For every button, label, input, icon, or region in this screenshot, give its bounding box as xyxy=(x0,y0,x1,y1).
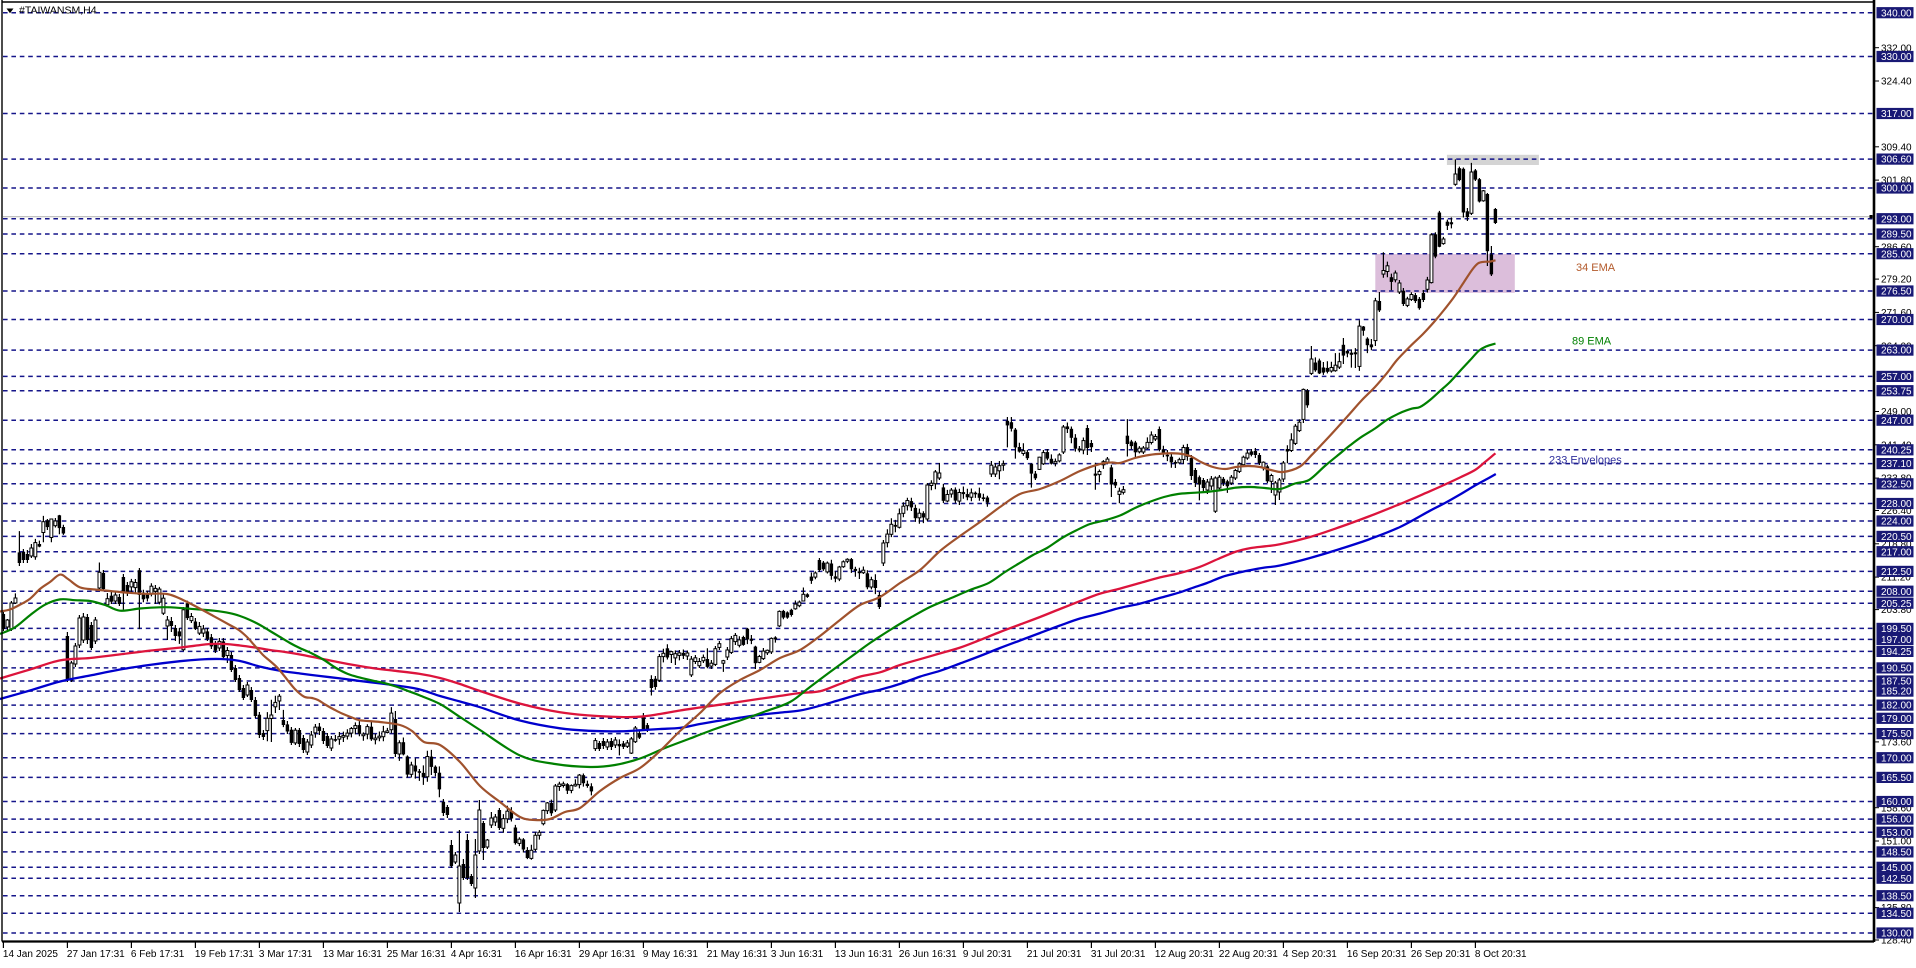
svg-text:4 Apr 16:31: 4 Apr 16:31 xyxy=(451,949,503,960)
svg-text:128.40: 128.40 xyxy=(1881,936,1912,947)
svg-text:26 Jun 16:31: 26 Jun 16:31 xyxy=(899,949,957,960)
svg-text:226.40: 226.40 xyxy=(1881,506,1912,517)
svg-text:309.40: 309.40 xyxy=(1881,142,1912,153)
svg-text:138.50: 138.50 xyxy=(1881,891,1912,902)
svg-text:31 Jul 20:31: 31 Jul 20:31 xyxy=(1091,949,1146,960)
svg-text:289.50: 289.50 xyxy=(1881,230,1912,241)
svg-text:145.00: 145.00 xyxy=(1881,863,1912,874)
svg-text:208.00: 208.00 xyxy=(1881,587,1912,598)
svg-text:317.00: 317.00 xyxy=(1881,109,1912,120)
svg-text:285.00: 285.00 xyxy=(1881,249,1912,260)
svg-text:237.10: 237.10 xyxy=(1881,459,1912,470)
svg-text:263.00: 263.00 xyxy=(1881,346,1912,357)
svg-text:279.20: 279.20 xyxy=(1881,275,1912,286)
svg-text:3 Mar 17:31: 3 Mar 17:31 xyxy=(259,949,313,960)
svg-text:203.80: 203.80 xyxy=(1881,605,1912,616)
svg-text:253.75: 253.75 xyxy=(1881,386,1912,397)
svg-text:165.50: 165.50 xyxy=(1881,773,1912,784)
svg-text:306.60: 306.60 xyxy=(1881,155,1912,166)
svg-text:153.00: 153.00 xyxy=(1881,828,1912,839)
svg-text:21 Jul 20:31: 21 Jul 20:31 xyxy=(1027,949,1082,960)
svg-text:212.50: 212.50 xyxy=(1881,567,1912,578)
svg-text:187.50: 187.50 xyxy=(1881,677,1912,688)
svg-text:224.00: 224.00 xyxy=(1881,517,1912,528)
svg-text:257.00: 257.00 xyxy=(1881,372,1912,383)
svg-text:330.00: 330.00 xyxy=(1881,52,1912,63)
svg-text:170.00: 170.00 xyxy=(1881,753,1912,764)
svg-text:218.80: 218.80 xyxy=(1881,539,1912,550)
svg-text:249.00: 249.00 xyxy=(1881,407,1912,418)
svg-text:12 Aug 20:31: 12 Aug 20:31 xyxy=(1155,949,1214,960)
svg-text:26 Sep 20:31: 26 Sep 20:31 xyxy=(1411,949,1471,960)
svg-text:14 Jan 2025: 14 Jan 2025 xyxy=(3,949,58,960)
svg-text:16 Apr 16:31: 16 Apr 16:31 xyxy=(515,949,572,960)
svg-text:8 Oct 20:31: 8 Oct 20:31 xyxy=(1475,949,1527,960)
svg-text:151.00: 151.00 xyxy=(1881,837,1912,848)
svg-text:25 Mar 16:31: 25 Mar 16:31 xyxy=(387,949,446,960)
svg-text:173.60: 173.60 xyxy=(1881,738,1912,749)
svg-text:19 Feb 17:31: 19 Feb 17:31 xyxy=(195,949,254,960)
svg-text:22 Aug 20:31: 22 Aug 20:31 xyxy=(1219,949,1278,960)
svg-text:271.60: 271.60 xyxy=(1881,308,1912,319)
svg-text:156.00: 156.00 xyxy=(1881,815,1912,826)
svg-text:148.50: 148.50 xyxy=(1881,848,1912,859)
svg-text:182.00: 182.00 xyxy=(1881,701,1912,712)
svg-text:175.50: 175.50 xyxy=(1881,729,1912,740)
svg-text:332.00: 332.00 xyxy=(1881,43,1912,54)
svg-text:34 EMA: 34 EMA xyxy=(1576,262,1616,274)
svg-text:27 Jan 17:31: 27 Jan 17:31 xyxy=(67,949,125,960)
svg-text:232.50: 232.50 xyxy=(1881,479,1912,490)
svg-text:190.50: 190.50 xyxy=(1881,664,1912,675)
svg-text:3 Jun 16:31: 3 Jun 16:31 xyxy=(771,949,824,960)
svg-text:29 Apr 16:31: 29 Apr 16:31 xyxy=(579,949,636,960)
svg-text:205.25: 205.25 xyxy=(1881,599,1912,610)
svg-text:158.60: 158.60 xyxy=(1881,803,1912,814)
svg-text:247.00: 247.00 xyxy=(1881,416,1912,427)
svg-text:130.00: 130.00 xyxy=(1881,929,1912,940)
svg-text:197.00: 197.00 xyxy=(1881,635,1912,646)
svg-text:#TAIWANSM,H4: #TAIWANSM,H4 xyxy=(19,5,97,17)
svg-text:142.50: 142.50 xyxy=(1881,874,1912,885)
svg-text:9 May 16:31: 9 May 16:31 xyxy=(643,949,698,960)
svg-text:240.25: 240.25 xyxy=(1881,445,1912,456)
svg-text:6 Feb 17:31: 6 Feb 17:31 xyxy=(131,949,185,960)
svg-text:9 Jul 20:31: 9 Jul 20:31 xyxy=(963,949,1012,960)
svg-text:21 May 16:31: 21 May 16:31 xyxy=(707,949,768,960)
svg-text:286.60: 286.60 xyxy=(1881,242,1912,253)
svg-text:134.50: 134.50 xyxy=(1881,909,1912,920)
svg-text:4 Sep 20:31: 4 Sep 20:31 xyxy=(1283,949,1337,960)
svg-text:185.20: 185.20 xyxy=(1881,687,1912,698)
svg-text:16 Sep 20:31: 16 Sep 20:31 xyxy=(1347,949,1407,960)
svg-text:199.50: 199.50 xyxy=(1881,624,1912,635)
svg-text:293.00: 293.00 xyxy=(1881,214,1912,225)
svg-text:13 Jun 16:31: 13 Jun 16:31 xyxy=(835,949,893,960)
svg-text:160.00: 160.00 xyxy=(1881,797,1912,808)
svg-text:270.00: 270.00 xyxy=(1881,315,1912,326)
svg-text:228.00: 228.00 xyxy=(1881,499,1912,510)
svg-text:13 Mar 16:31: 13 Mar 16:31 xyxy=(323,949,382,960)
svg-text:233 Envelopes: 233 Envelopes xyxy=(1549,455,1622,467)
svg-text:324.40: 324.40 xyxy=(1881,77,1912,88)
svg-text:301.80: 301.80 xyxy=(1881,176,1912,187)
svg-text:194.25: 194.25 xyxy=(1881,647,1912,658)
svg-text:220.50: 220.50 xyxy=(1881,532,1912,543)
svg-text:179.00: 179.00 xyxy=(1881,714,1912,725)
svg-text:217.00: 217.00 xyxy=(1881,547,1912,558)
svg-text:340.00: 340.00 xyxy=(1881,8,1912,19)
svg-text:211.20: 211.20 xyxy=(1881,573,1911,584)
svg-text:89 EMA: 89 EMA xyxy=(1572,336,1612,348)
svg-text:276.50: 276.50 xyxy=(1881,287,1912,298)
svg-text:300.00: 300.00 xyxy=(1881,184,1912,195)
